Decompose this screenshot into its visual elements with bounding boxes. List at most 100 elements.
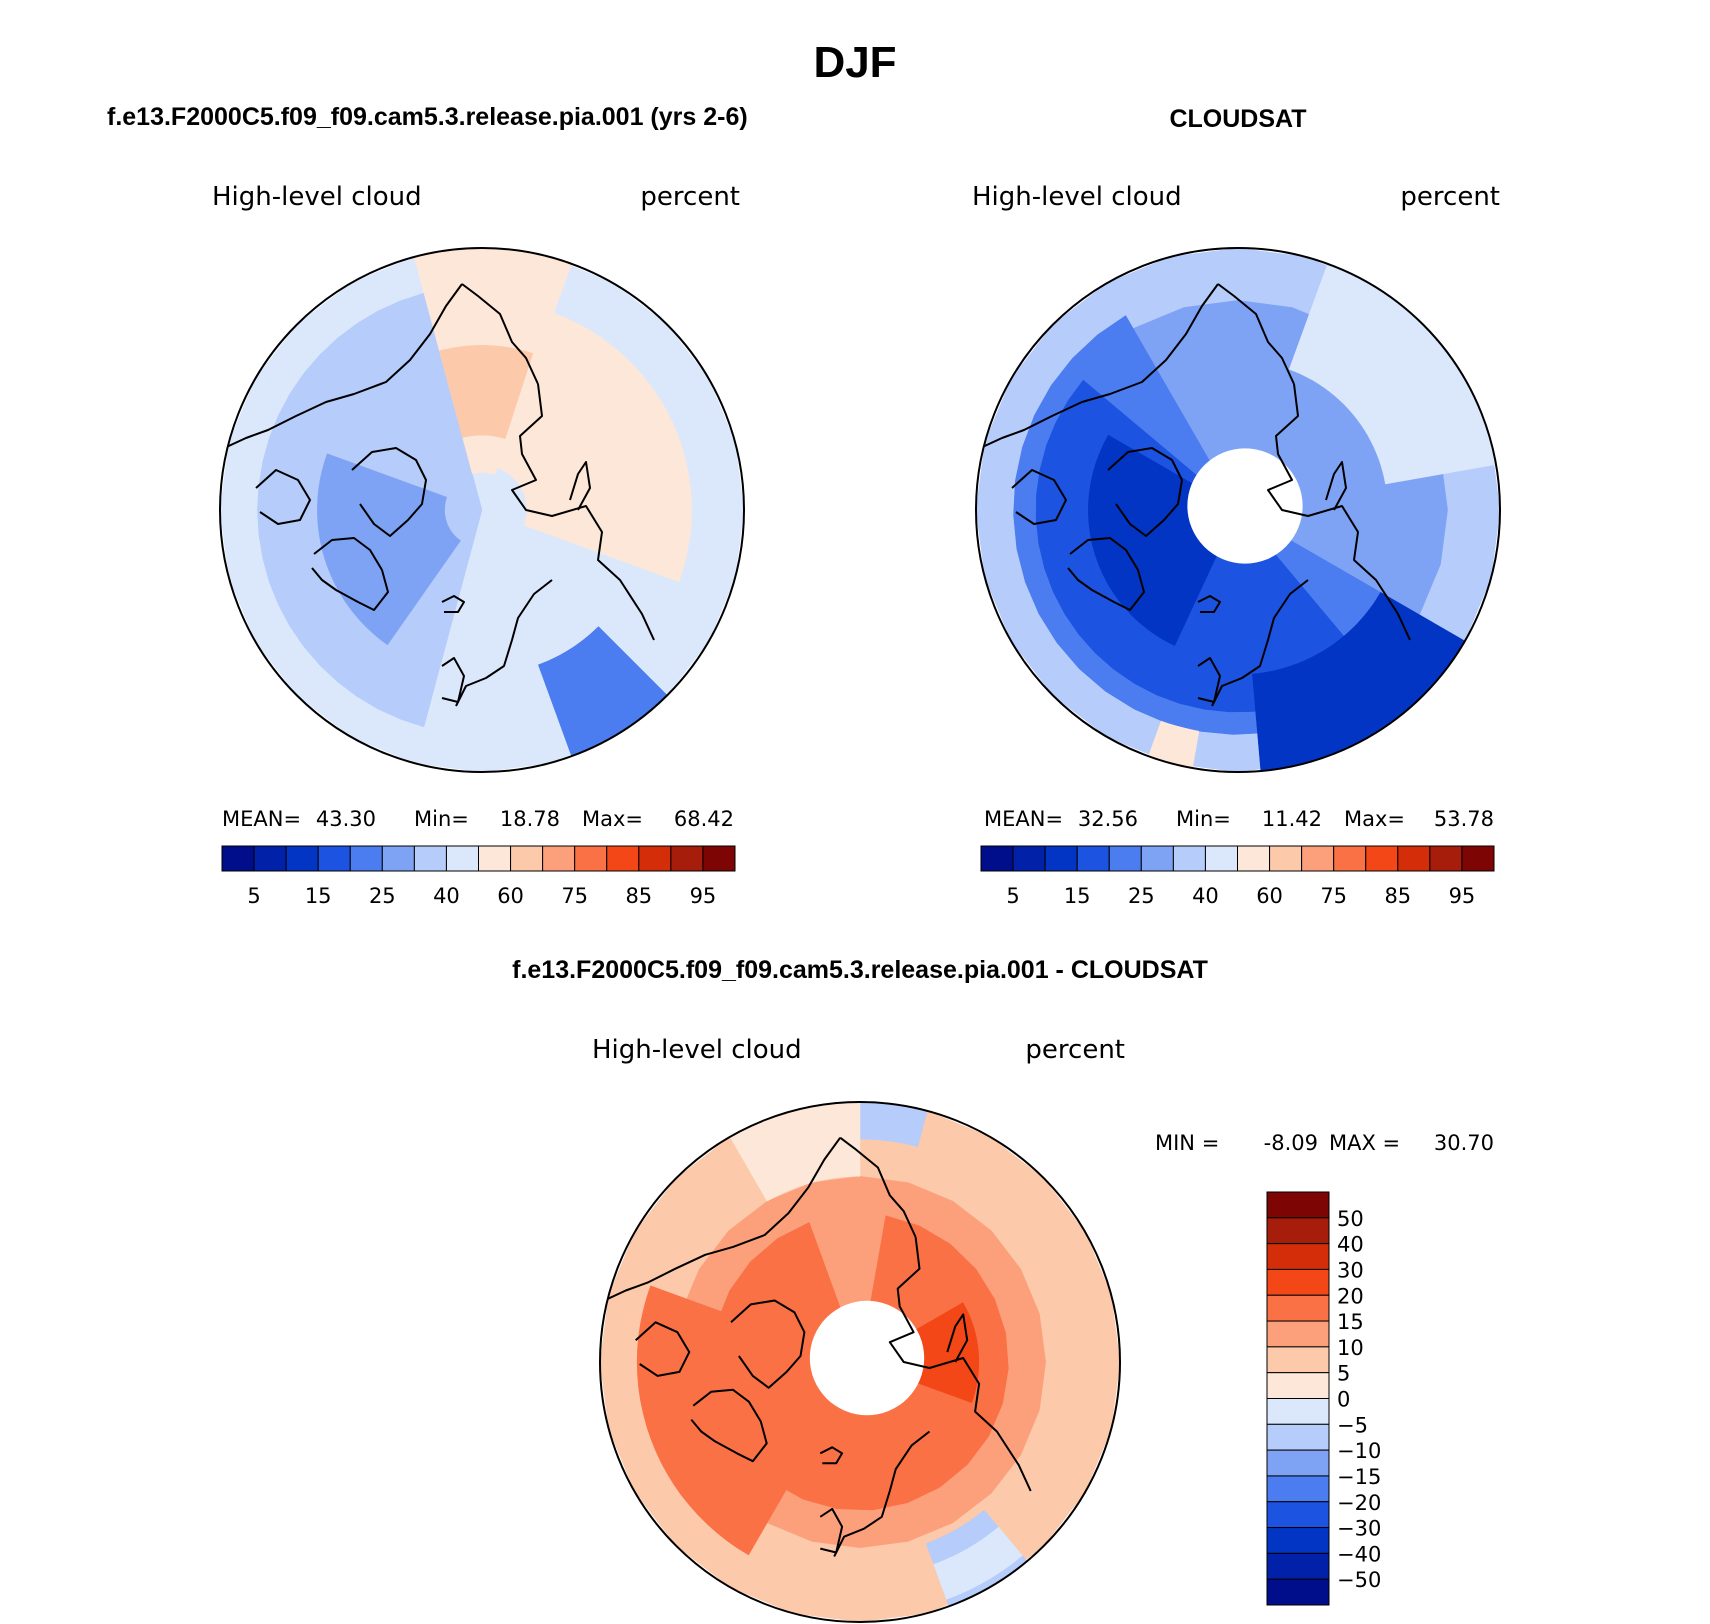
panel-model-coastline-canada <box>220 283 463 451</box>
panel-difference-colorbar-box-4 <box>1266 1294 1330 1322</box>
panel-model-colorbar-tick-label: 85 <box>625 884 652 908</box>
panel-obs-field <box>976 248 1500 772</box>
panel-model-max-label: Max= <box>582 807 643 831</box>
panel-model-coastline-greenland <box>311 537 389 611</box>
panel-difference: f.e13.F2000C5.f09_f09.cam5.3.release.pia… <box>512 956 1494 1623</box>
panel-model-max-value: 68.42 <box>674 807 734 831</box>
panel-obs-colorbar-box-15 <box>1461 845 1495 872</box>
panel-obs-coastline-greenland <box>1067 537 1145 611</box>
panel-model-colorbar-box-1 <box>253 845 287 872</box>
panel-obs-colorbar: 5 15 25 40 60 75 85 95 <box>980 845 1495 908</box>
panel-model-contour-region-2 <box>317 453 461 646</box>
panel-obs-colorbar-tick-label: 15 <box>1064 884 1091 908</box>
panel-obs-colorbar-tick-label: 95 <box>1449 884 1476 908</box>
panel-difference-coastline-hudson <box>635 1321 691 1377</box>
panel-difference-colorbar-box-1 <box>1266 1217 1330 1245</box>
panel-difference-units-label: percent <box>1025 1035 1125 1065</box>
panel-difference-colorbar-tick-label: 15 <box>1337 1310 1364 1334</box>
panel-difference-colorbar-tick-label: 10 <box>1337 1336 1364 1360</box>
panel-model-mean-label: MEAN= <box>222 807 301 831</box>
panel-obs-colorbar-box-4 <box>1108 845 1142 872</box>
panel-difference-colorbar-box-13 <box>1266 1527 1330 1554</box>
panel-obs-colorbar-box-14 <box>1429 845 1463 872</box>
panel-model-colorbar-box-5 <box>381 845 415 872</box>
panel-obs-colorbar-box-11 <box>1333 845 1367 872</box>
panel-obs-colorbar-box-5 <box>1140 845 1174 872</box>
panel-obs-colorbar-tick-label: 60 <box>1256 884 1283 908</box>
panel-obs-colorbar-tick-label: 40 <box>1192 884 1219 908</box>
panel-difference-coastlines <box>600 1136 1032 1557</box>
panel-model-colorbar-box-0 <box>221 845 255 872</box>
panel-model-colorbar-box-13 <box>638 845 672 872</box>
panel-difference-colorbar-box-11 <box>1266 1475 1330 1503</box>
panel-difference-colorbar-tick-label: −30 <box>1337 1517 1381 1541</box>
panel-model-colorbar-box-6 <box>413 845 447 872</box>
panel-model-colorbar-tick-label: 60 <box>497 884 524 908</box>
panel-obs-colorbar-tick-label: 75 <box>1320 884 1347 908</box>
panel-model-colorbar-tick-label: 25 <box>369 884 396 908</box>
panel-model-colorbar-box-4 <box>349 845 383 872</box>
panel-difference-colorbar-tick-label: −20 <box>1337 1491 1381 1515</box>
panel-difference-variable-label: High-level cloud <box>592 1035 802 1065</box>
panel-model: f.e13.F2000C5.f09_f09.cam5.3.release.pia… <box>107 103 748 908</box>
panel-obs-min-label: Min= <box>1176 807 1231 831</box>
panel-difference-min-value: -8.09 <box>1264 1131 1318 1155</box>
panel-obs-colorbar-box-10 <box>1301 845 1335 872</box>
panel-model-coastlines <box>220 283 655 707</box>
panel-difference-colorbar-tick-label: 0 <box>1337 1388 1350 1412</box>
panel-difference-colorbar-box-10 <box>1266 1449 1330 1477</box>
panel-difference-field <box>600 1102 1120 1622</box>
panel-obs-colorbar-tick-label: 5 <box>1006 884 1019 908</box>
panel-obs-coastline-novaya <box>1325 461 1347 511</box>
panel-obs-colorbar-box-7 <box>1204 845 1238 872</box>
panel-obs-colorbar-box-2 <box>1044 845 1078 872</box>
panel-difference-title: f.e13.F2000C5.f09_f09.cam5.3.release.pia… <box>512 956 1208 984</box>
panel-difference-coastline-greenland <box>690 1388 768 1463</box>
panel-model-colorbar-tick-label: 95 <box>690 884 717 908</box>
panel-difference-colorbar-box-14 <box>1266 1552 1330 1580</box>
panel-model-colorbar-box-2 <box>285 845 319 872</box>
panel-obs-colorbar-box-12 <box>1365 845 1399 872</box>
panel-obs-coastline-canada <box>976 283 1219 451</box>
panel-difference-coastline-scandinavia <box>833 1430 931 1557</box>
panel-model-coastline-alaska <box>461 283 539 385</box>
panel-model-coastline-britain <box>441 657 465 703</box>
panel-difference-coastline-iceland <box>819 1446 844 1465</box>
panel-obs-coastline-archipelago <box>1107 447 1183 537</box>
panel-difference-coastline-novaya <box>946 1313 969 1363</box>
panel-model-min-value: 18.78 <box>500 807 560 831</box>
panel-difference-colorbar-box-7 <box>1266 1372 1330 1399</box>
panel-difference-max-value: 30.70 <box>1434 1131 1494 1155</box>
panel-difference-colorbar-tick-label: 5 <box>1337 1362 1350 1386</box>
panel-difference-colorbar-tick-label: −10 <box>1337 1439 1381 1463</box>
panel-obs-coastline-hudson <box>1011 469 1067 525</box>
panel-difference-colorbar-box-3 <box>1266 1268 1330 1296</box>
panel-difference-missing-data-cap <box>809 1300 925 1416</box>
panel-difference-coastline-britain <box>819 1507 844 1554</box>
panel-model-colorbar-box-11 <box>574 845 608 872</box>
panel-model-colorbar-tick-label: 40 <box>433 884 460 908</box>
panel-difference-min-label: MIN = <box>1155 1131 1219 1155</box>
panel-model-coastline-archipelago <box>351 447 427 537</box>
panel-difference-colorbar-tick-label: 30 <box>1337 1258 1364 1282</box>
panel-difference-coastline-archipelago <box>730 1299 806 1389</box>
panel-model-colorbar-box-8 <box>478 845 512 872</box>
panel-model-map-boundary <box>219 247 745 773</box>
panel-model-coastline-hudson <box>255 469 311 525</box>
panel-difference-colorbar-tick-label: 40 <box>1337 1233 1364 1257</box>
panel-model-colorbar-tick-label: 5 <box>247 884 260 908</box>
panel-model-coastline-siberia <box>511 383 655 641</box>
panel-obs-coastline-britain <box>1197 657 1221 703</box>
panel-obs: CLOUDSAT High-level cloud percent MEAN= … <box>972 105 1501 908</box>
panel-model-colorbar-box-9 <box>510 845 544 872</box>
panel-obs-min-value: 11.42 <box>1262 807 1322 831</box>
figure-title: DJF <box>813 38 896 87</box>
panel-difference-coastline-canada <box>600 1137 842 1304</box>
panel-obs-colorbar-box-9 <box>1269 845 1303 872</box>
panel-model-units-label: percent <box>640 182 740 212</box>
panel-obs-coastline-iceland <box>1197 595 1221 613</box>
panel-model-coastline-scandinavia <box>455 579 553 707</box>
